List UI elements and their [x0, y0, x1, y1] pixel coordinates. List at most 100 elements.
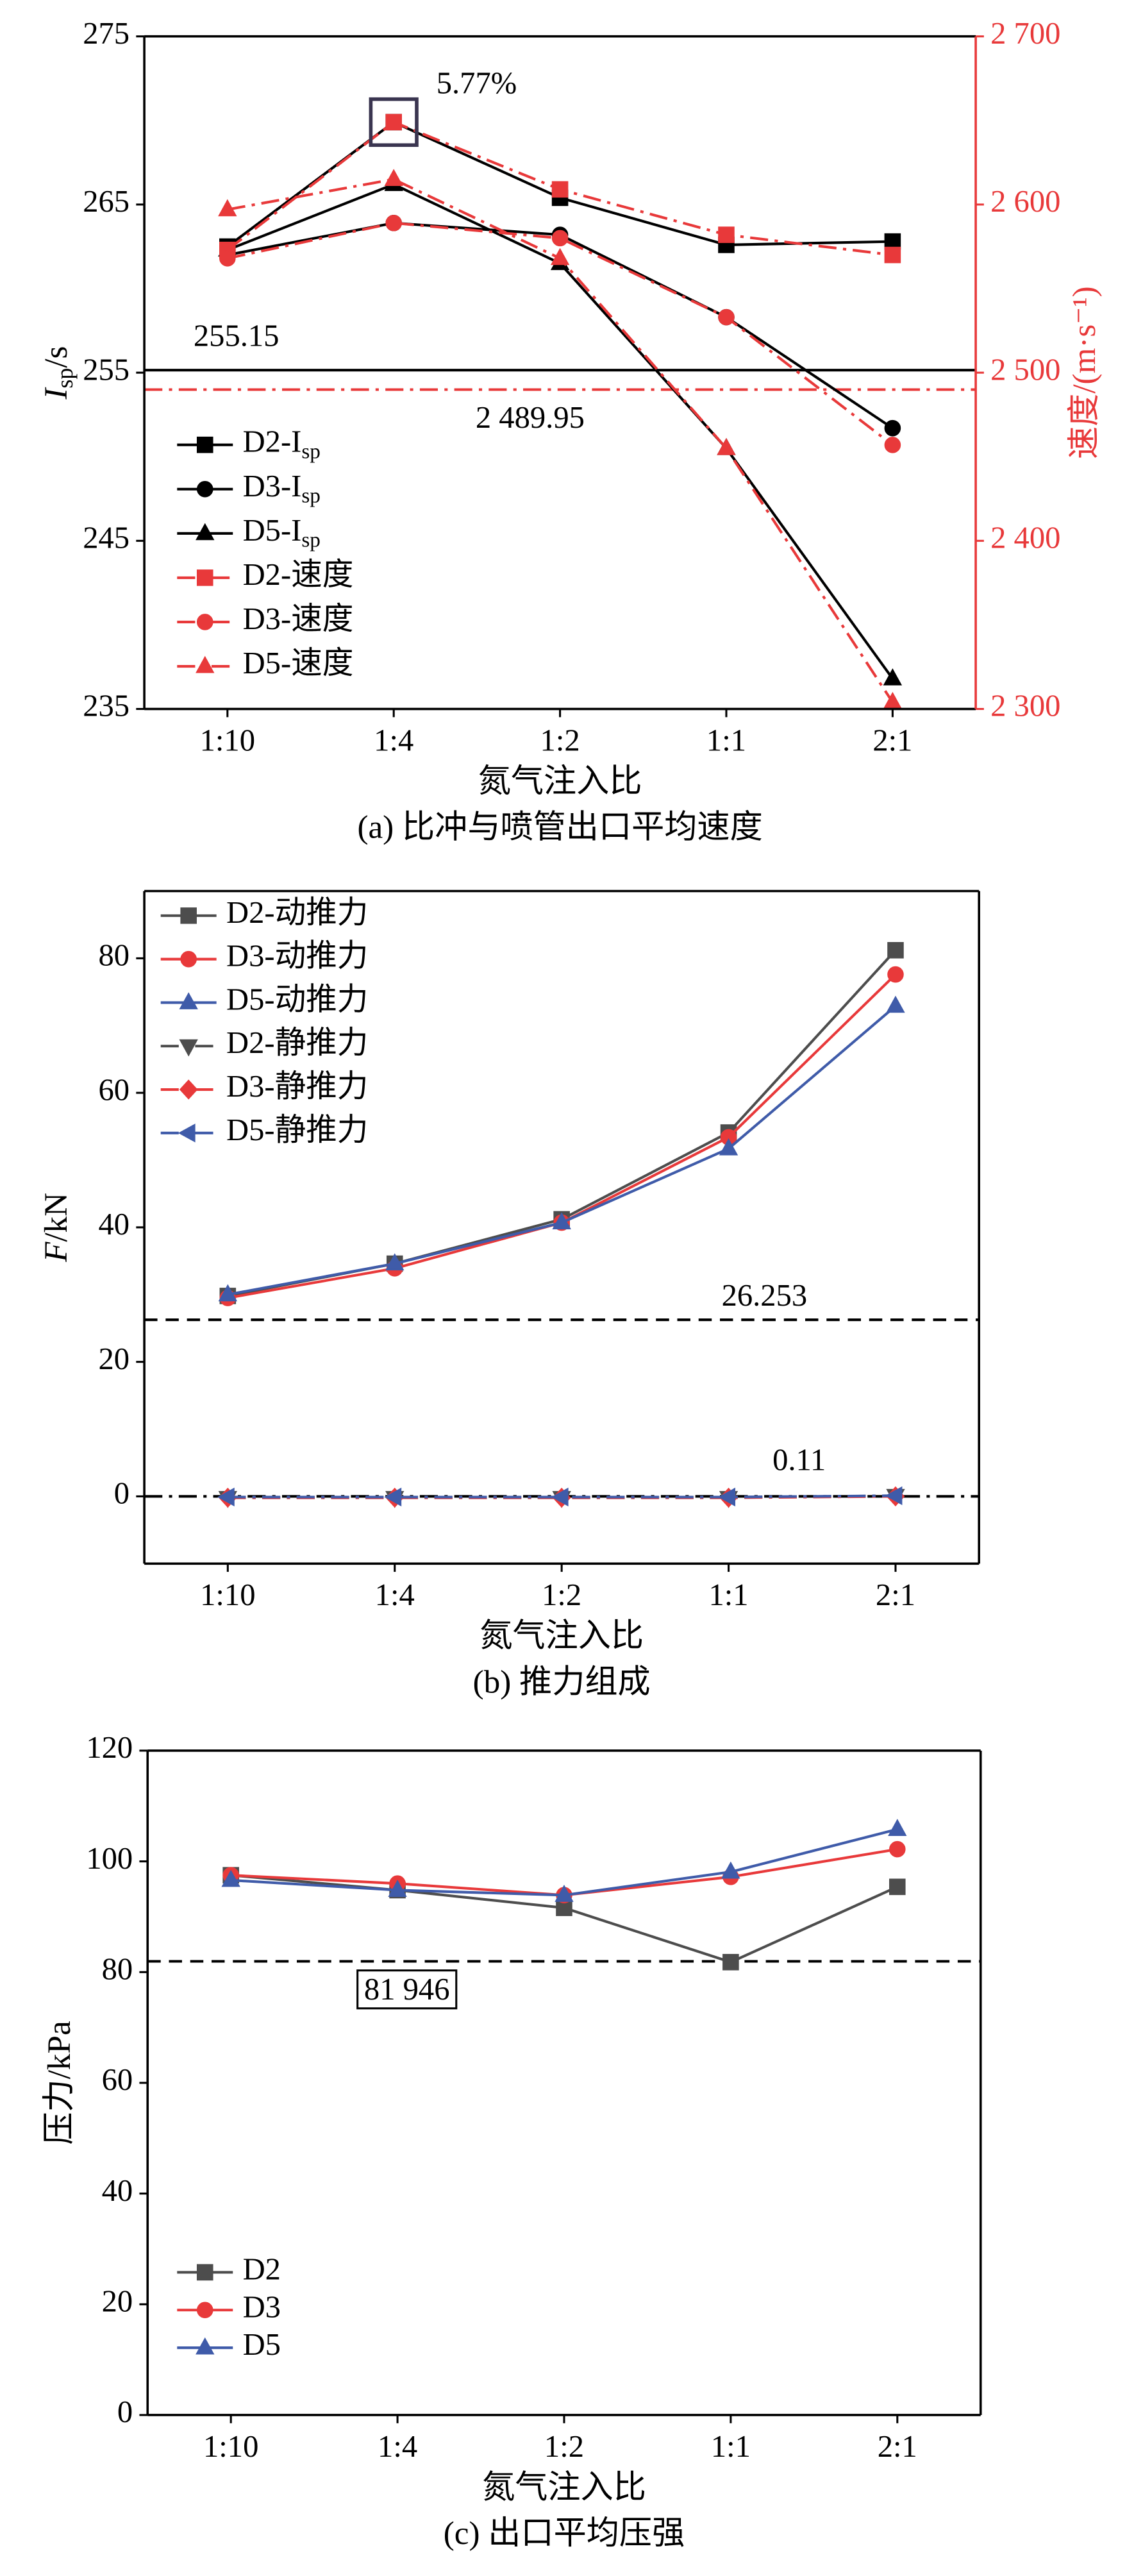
- legend-marker: [196, 2337, 215, 2355]
- x-tick-label: 1:4: [375, 1578, 415, 1612]
- label-box: [356, 1969, 458, 2010]
- y-tick-label: 20: [102, 2284, 133, 2318]
- legend-label: D3-Isp: [243, 469, 321, 507]
- y-label-unit: /kN: [38, 1193, 74, 1242]
- legend-marker: [196, 655, 215, 673]
- y2-tick-label: 2 400: [990, 520, 1060, 555]
- y-tick-label: 265: [83, 184, 129, 219]
- data-point: [884, 437, 901, 453]
- reference-label: 81 946: [364, 1972, 450, 2007]
- y-tick-label: 100: [86, 1841, 133, 1876]
- data-point: [719, 1138, 738, 1156]
- legend-marker: [196, 614, 213, 630]
- data-point: [887, 942, 904, 959]
- data-point: [886, 995, 905, 1013]
- legend-name: D2-静推力: [226, 1025, 368, 1060]
- legend-marker: [180, 950, 197, 968]
- y-tick-label: 120: [86, 1730, 133, 1765]
- x-tick-label: 1:4: [378, 2429, 417, 2464]
- data-point: [555, 1885, 574, 1902]
- legend-subscript: sp: [301, 439, 321, 463]
- y-axis-label: 压力/kPa: [41, 2021, 78, 2144]
- legend-marker: [196, 2264, 213, 2281]
- data-point: [550, 248, 570, 265]
- legend-marker: [196, 480, 213, 498]
- legend-marker: [196, 2302, 213, 2319]
- x-tick-label: 1:10: [203, 2429, 258, 2464]
- data-point: [552, 1212, 571, 1230]
- legend-marker: [196, 436, 213, 453]
- y2-tick-label: 2 600: [990, 184, 1060, 219]
- y-tick-label: 275: [83, 16, 129, 51]
- legend-marker: [179, 1039, 198, 1057]
- x-axis-label: 氮气注入比: [482, 2469, 646, 2505]
- legend-name: D2-I: [243, 425, 302, 459]
- legend-label: D5-静推力: [226, 1113, 368, 1147]
- y-label-symbol: I: [38, 387, 74, 400]
- x-tick-label: 2:1: [872, 723, 912, 757]
- data-point: [721, 1861, 740, 1879]
- reference-label: 255.15: [194, 319, 279, 353]
- y-tick-label: 235: [83, 689, 129, 723]
- legend-label: D3-动推力: [226, 939, 368, 973]
- legend-marker: [179, 1079, 198, 1100]
- legend-marker: [180, 907, 197, 924]
- data-point: [221, 1869, 240, 1887]
- legend-name: D5-I: [243, 513, 302, 548]
- legend-name: D5-动推力: [226, 982, 368, 1017]
- legend-marker: [178, 1124, 196, 1143]
- x-tick-label: 1:2: [542, 1578, 581, 1612]
- reference-label: 2 489.95: [476, 400, 585, 435]
- data-point: [218, 1284, 237, 1302]
- x-tick-label: 1:1: [709, 1578, 749, 1612]
- legend-subscript: sp: [301, 484, 321, 507]
- x-tick-label: 1:1: [706, 723, 746, 757]
- y-tick-label: 245: [83, 520, 129, 555]
- chart-title: (c) 出口平均压强: [444, 2515, 685, 2552]
- data-point: [883, 668, 903, 686]
- chart-title: (b) 推力组成: [473, 1663, 651, 1700]
- y-axis-label: F/kN: [38, 1193, 74, 1263]
- legend-name: D5-速度: [243, 646, 354, 680]
- series-line: [228, 1494, 896, 1499]
- data-point: [385, 1253, 405, 1270]
- legend-label: D5-速度: [243, 646, 354, 680]
- legend-marker: [196, 523, 215, 541]
- y-tick-label: 60: [98, 1072, 129, 1107]
- legend-label: D5-Isp: [243, 513, 321, 551]
- legend-subscript: sp: [301, 528, 321, 551]
- data-point: [385, 114, 402, 131]
- y-label-symbol: F: [38, 1242, 74, 1263]
- data-point: [551, 230, 569, 247]
- legend-name: D3-I: [243, 469, 302, 503]
- data-point: [384, 1487, 402, 1507]
- legend-name: D5-静推力: [226, 1113, 368, 1147]
- data-point: [219, 250, 236, 267]
- data-point: [889, 1840, 906, 1858]
- legend-label: D3-速度: [243, 602, 354, 636]
- data-point: [717, 437, 736, 455]
- y-tick-label: 60: [102, 2062, 133, 2097]
- y-tick-label: 20: [98, 1342, 129, 1376]
- legend-label: D3-静推力: [226, 1069, 368, 1104]
- data-point: [888, 1819, 907, 1836]
- legend-name: D3-静推力: [226, 1069, 368, 1104]
- legend-marker: [179, 992, 198, 1009]
- y-axis-label: Isp/s: [38, 346, 78, 400]
- x-tick-label: 1:2: [544, 2429, 584, 2464]
- legend-name: D3-动推力: [226, 939, 368, 973]
- data-point: [718, 308, 735, 326]
- legend-label: D2-动推力: [226, 895, 368, 930]
- x-axis-label: 氮气注入比: [480, 1618, 644, 1654]
- y2-tick-label: 2 500: [990, 352, 1060, 387]
- data-point: [718, 226, 735, 243]
- data-point: [388, 1880, 407, 1897]
- reference-label: 26.253: [722, 1278, 808, 1313]
- x-tick-label: 1:4: [374, 723, 413, 757]
- legend-name: D2-动推力: [226, 895, 368, 930]
- legend-marker: [196, 569, 213, 586]
- y2-tick-label: 2 300: [990, 689, 1060, 723]
- legend-label: D2-速度: [243, 557, 354, 592]
- legend-name: D3: [243, 2289, 281, 2324]
